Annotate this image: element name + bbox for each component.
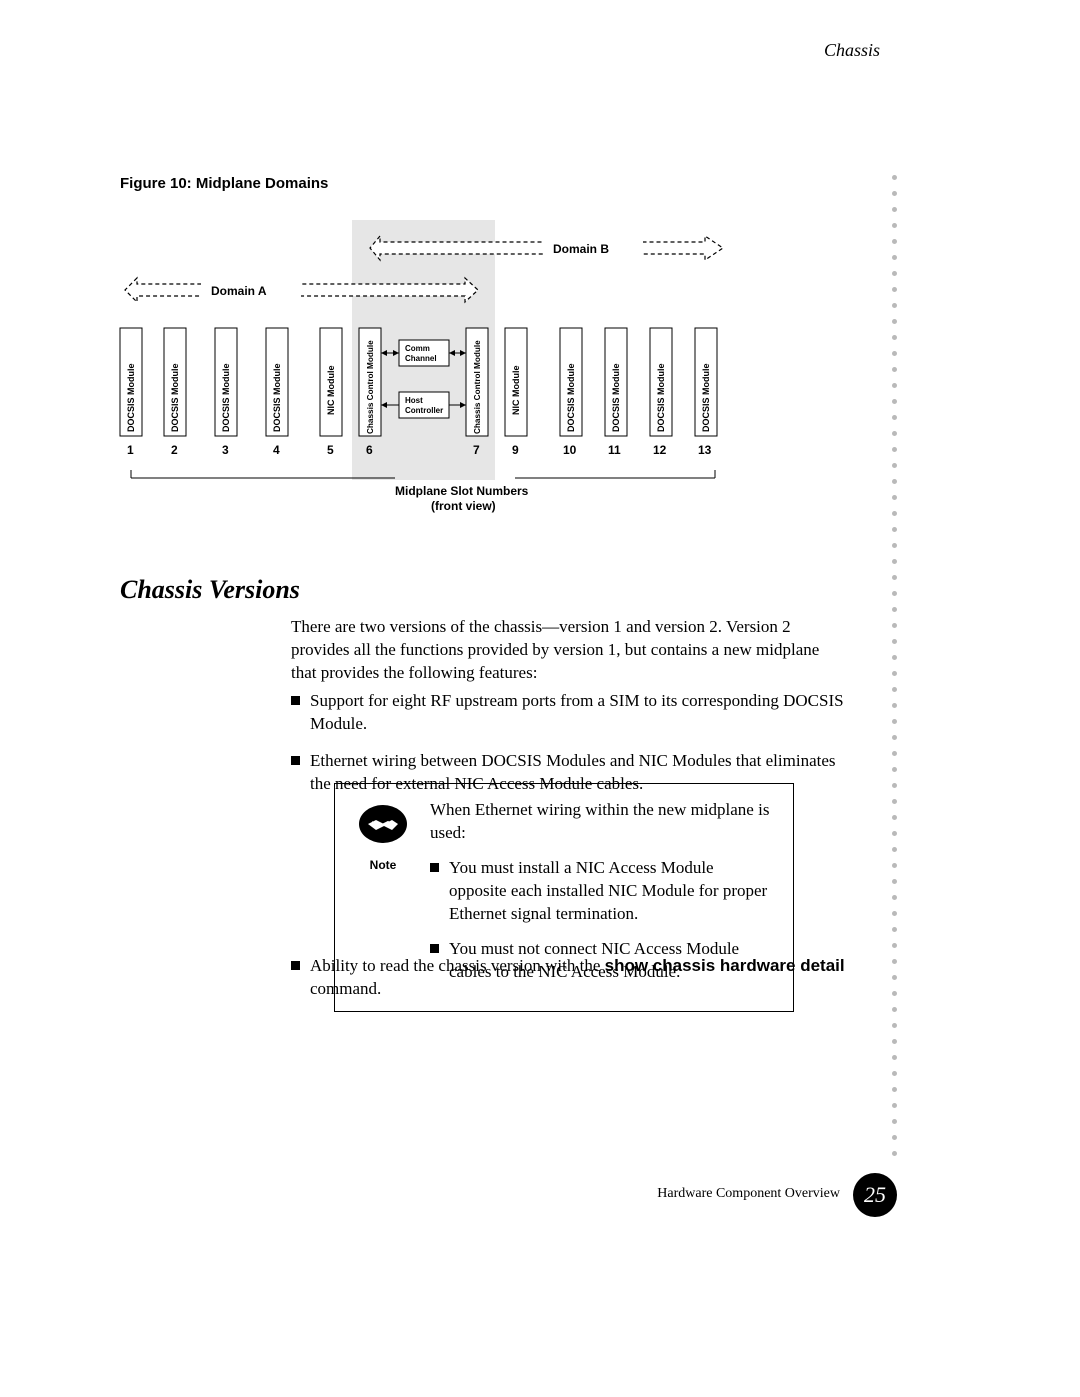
svg-text:DOCSIS Module: DOCSIS Module [611, 363, 621, 432]
slot-5: NIC Module 5 [320, 328, 342, 457]
svg-text:13: 13 [698, 443, 712, 457]
svg-text:NIC Module: NIC Module [511, 366, 521, 416]
figure-caption: Figure 10: Midplane Domains [120, 175, 328, 192]
slot-11: DOCSIS Module 11 [605, 328, 627, 457]
page-number: 25 [853, 1173, 897, 1217]
svg-text:6: 6 [366, 443, 373, 457]
midplane-label-1: Midplane Slot Numbers [395, 484, 529, 498]
svg-text:4: 4 [273, 443, 280, 457]
slot-2: DOCSIS Module 2 [164, 328, 186, 457]
svg-text:12: 12 [653, 443, 667, 457]
slot-10: DOCSIS Module 10 [560, 328, 582, 457]
svg-text:3: 3 [222, 443, 229, 457]
section-title: Chassis Versions [120, 575, 300, 605]
svg-text:Host: Host [405, 396, 423, 405]
svg-text:7: 7 [473, 443, 480, 457]
note-label: Note [353, 857, 413, 873]
svg-text:2: 2 [171, 443, 178, 457]
svg-text:Chassis Control Module: Chassis Control Module [366, 340, 375, 434]
svg-text:DOCSIS Module: DOCSIS Module [272, 363, 282, 432]
slot-13: DOCSIS Module 13 [695, 328, 717, 457]
slot-1: DOCSIS Module 1 [120, 328, 142, 457]
svg-text:1: 1 [127, 443, 134, 457]
bullet-3: Ability to read the chassis version with… [291, 955, 851, 1015]
svg-text:11: 11 [608, 443, 621, 457]
slot-12: DOCSIS Module 12 [650, 328, 672, 457]
svg-text:Comm: Comm [405, 344, 430, 353]
svg-text:DOCSIS Module: DOCSIS Module [170, 363, 180, 432]
slot-9: NIC Module 9 [505, 328, 527, 457]
note-intro: When Ethernet wiring within the new midp… [430, 799, 773, 845]
svg-text:DOCSIS Module: DOCSIS Module [656, 363, 666, 432]
footer-text: Hardware Component Overview [657, 1186, 840, 1202]
bullet-1: Support for eight RF upstream ports from… [291, 690, 859, 736]
page: Chassis Figure 10: Midplane Domains Doma… [0, 0, 1080, 1397]
midplane-label-2: (front view) [431, 499, 496, 513]
svg-text:10: 10 [563, 443, 577, 457]
svg-text:5: 5 [327, 443, 334, 457]
slot-4: DOCSIS Module 4 [266, 328, 288, 457]
dotted-margin-line [892, 175, 898, 1165]
svg-text:DOCSIS Module: DOCSIS Module [221, 363, 231, 432]
svg-text:NIC Module: NIC Module [326, 366, 336, 416]
domain-b-label: Domain B [553, 242, 609, 256]
domain-a-label: Domain A [211, 284, 267, 298]
handshake-icon [358, 802, 408, 846]
svg-text:Controller: Controller [405, 406, 443, 415]
svg-text:Channel: Channel [405, 354, 437, 363]
svg-text:Chassis Control Module: Chassis Control Module [473, 340, 482, 434]
note-bullet-1: You must install a NIC Access Module opp… [430, 857, 773, 926]
midplane-diagram: Domain B Domain A DOCSIS Module 1 DOCSIS … [115, 220, 735, 530]
command-text: show chassis hardware detail [605, 956, 845, 975]
svg-text:DOCSIS Module: DOCSIS Module [566, 363, 576, 432]
svg-text:DOCSIS Module: DOCSIS Module [701, 363, 711, 432]
intro-paragraph: There are two versions of the chassis—ve… [291, 616, 849, 685]
slot-3: DOCSIS Module 3 [215, 328, 237, 457]
header-section: Chassis [824, 40, 880, 61]
svg-text:DOCSIS Module: DOCSIS Module [126, 363, 136, 432]
svg-text:9: 9 [512, 443, 519, 457]
